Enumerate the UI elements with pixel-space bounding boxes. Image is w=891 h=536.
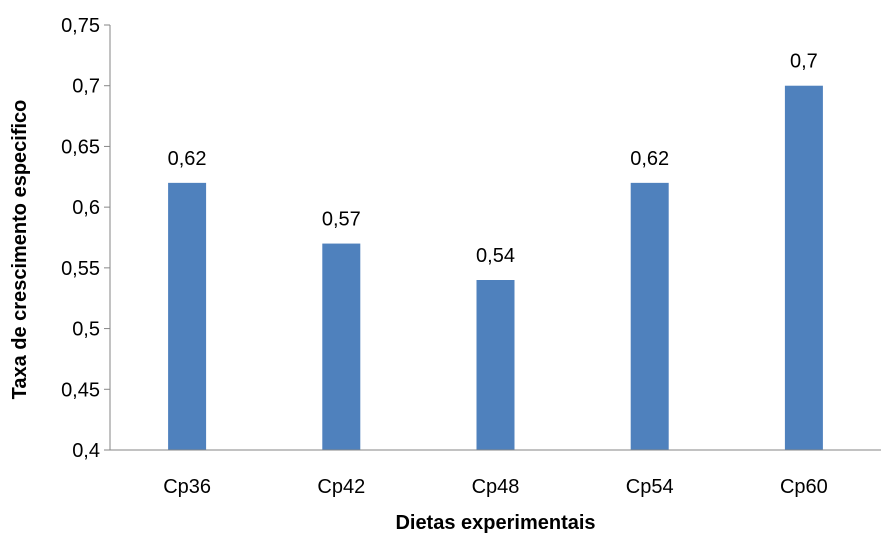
bar-cp36 (168, 182, 207, 450)
data-label: 0,62 (630, 148, 669, 170)
y-tick-label: 0,75 (61, 15, 100, 37)
y-tick-label: 0,65 (61, 136, 100, 158)
data-label: 0,57 (322, 209, 361, 231)
y-tick-label: 0,4 (72, 440, 100, 462)
bar-cp42 (322, 243, 361, 450)
data-label: 0,62 (168, 148, 207, 170)
bars: 0,62 0,57 0,54 0,62 0,7 (168, 51, 823, 450)
x-tick-label: Cp36 (163, 476, 211, 498)
y-axis-ticks: 0,4 0,45 0,5 0,55 0,6 0,65 0,7 0,75 (61, 15, 110, 462)
data-label: 0,7 (790, 51, 818, 73)
bar-cp48 (476, 280, 515, 450)
y-tick-label: 0,55 (61, 258, 100, 280)
data-label: 0,54 (476, 245, 515, 267)
x-tick-label: Cp48 (472, 476, 520, 498)
x-tick-label: Cp42 (317, 476, 365, 498)
x-tick-label: Cp60 (780, 476, 828, 498)
x-axis-title: Dietas experimentais (395, 512, 595, 534)
bar-cp54 (630, 182, 669, 450)
y-tick-label: 0,5 (72, 319, 100, 341)
y-tick-label: 0,7 (72, 76, 100, 98)
bar-cp60 (784, 85, 823, 450)
x-axis-labels: Cp36 Cp42 Cp48 Cp54 Cp60 (163, 476, 828, 498)
y-tick-label: 0,45 (61, 379, 100, 401)
x-tick-label: Cp54 (626, 476, 674, 498)
y-tick-label: 0,6 (72, 197, 100, 219)
y-axis-title: Taxa de crescimento especifico (9, 100, 31, 400)
